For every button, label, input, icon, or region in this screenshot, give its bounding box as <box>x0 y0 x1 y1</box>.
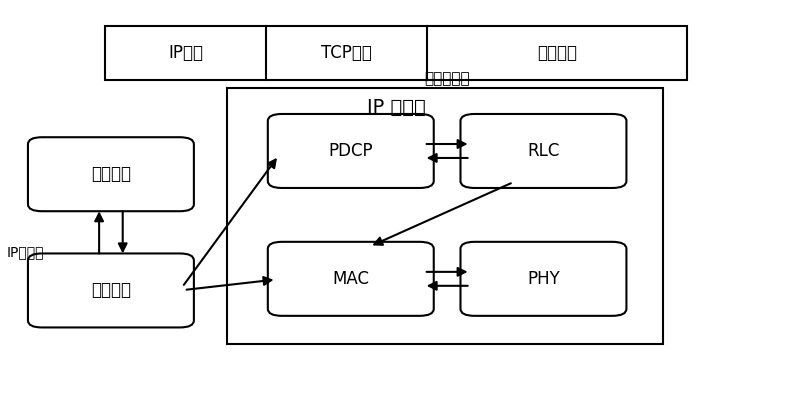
Text: 应用数据: 应用数据 <box>537 44 577 62</box>
FancyBboxPatch shape <box>28 137 194 211</box>
FancyBboxPatch shape <box>268 114 434 188</box>
FancyBboxPatch shape <box>268 242 434 316</box>
FancyBboxPatch shape <box>460 114 626 188</box>
Text: IP首部: IP首部 <box>168 44 203 62</box>
Bar <box>227 88 664 344</box>
Text: TCP首部: TCP首部 <box>322 44 372 62</box>
Text: PHY: PHY <box>527 270 560 288</box>
Text: 保密模块: 保密模块 <box>91 281 131 299</box>
Text: MAC: MAC <box>333 270 369 288</box>
FancyBboxPatch shape <box>28 253 194 327</box>
Text: 卫星协议栈: 卫星协议栈 <box>425 71 470 86</box>
Text: IP 数据包: IP 数据包 <box>367 98 425 117</box>
Bar <box>105 26 687 80</box>
Text: IP数据包: IP数据包 <box>6 246 44 260</box>
Text: PDCP: PDCP <box>329 142 373 160</box>
Text: 应用程序: 应用程序 <box>91 165 131 183</box>
FancyBboxPatch shape <box>460 242 626 316</box>
Text: RLC: RLC <box>527 142 560 160</box>
